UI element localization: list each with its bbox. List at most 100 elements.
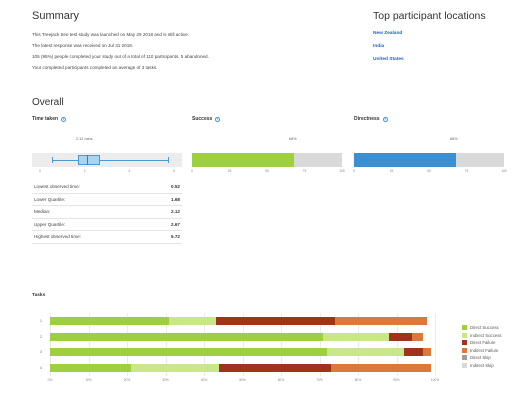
time-axis-tick: 2 xyxy=(83,169,86,173)
success-axis-tick: 0 xyxy=(191,169,193,173)
time-stat-label: Upper Quartile: xyxy=(34,221,66,227)
legend-item: Direct Failure xyxy=(462,339,502,347)
time-stat-label: Lower Quartile: xyxy=(34,196,66,202)
task-bar[interactable] xyxy=(50,348,435,357)
task-bar-segment-direct-success xyxy=(50,364,131,373)
tasks-axis-tick: 100% xyxy=(430,378,440,382)
directness-bar xyxy=(354,153,504,167)
location-link-india[interactable]: India xyxy=(373,44,385,49)
task-bar-segment-indirect-failure xyxy=(331,364,432,373)
task-bar[interactable] xyxy=(50,316,435,325)
directness-title: Directness xyxy=(354,116,380,122)
location-link-new-zealand[interactable]: New Zealand xyxy=(373,31,403,36)
time-taken-label: Time taken i xyxy=(32,116,67,122)
success-pct-label: 68% xyxy=(289,137,297,141)
boxplot-whisker-max xyxy=(167,157,169,163)
summary-line-latest: The latest response was received on Jul … xyxy=(32,43,134,48)
success-label: Success i xyxy=(192,116,221,122)
time-stat-row: Upper Quartile: 2.67 xyxy=(32,219,182,231)
legend-swatch xyxy=(462,325,467,331)
task-bar[interactable] xyxy=(50,332,435,341)
success-bar xyxy=(192,153,342,167)
summary-line-average: Your completed participants completed an… xyxy=(32,65,158,70)
tasks-gridline xyxy=(165,313,166,376)
tasks-gridline xyxy=(88,313,89,376)
task-bar-segment-indirect-success xyxy=(130,364,220,373)
time-stat-value: 0.52 xyxy=(171,184,180,190)
tasks-gridline xyxy=(281,313,282,376)
info-icon[interactable]: i xyxy=(215,116,221,122)
task-bar-segment-direct-success xyxy=(50,332,324,341)
legend-label: Indirect Failure xyxy=(470,347,499,353)
legend-swatch xyxy=(462,332,467,338)
tasks-axis-tick: 0% xyxy=(47,378,53,382)
tasks-chart: 1 2 3 4 xyxy=(40,313,436,376)
tasks-gridline xyxy=(319,313,320,376)
tasks-axis-tick: 90% xyxy=(393,378,400,382)
task-bar-segment-indirect-success xyxy=(323,332,389,341)
time-axis-tick: 4 xyxy=(128,169,131,173)
info-icon[interactable]: i xyxy=(61,116,67,122)
legend-label: Direct Success xyxy=(470,325,499,331)
info-icon[interactable]: i xyxy=(382,116,388,122)
directness-axis-tick: 25 xyxy=(389,169,394,173)
task-row-label: 3 xyxy=(40,350,42,355)
time-stat-row: Median: 2.12 xyxy=(32,206,182,219)
time-stat-value: 2.12 xyxy=(171,209,180,215)
time-stat-value: 2.67 xyxy=(171,221,180,227)
task-bar-segment-direct-success xyxy=(50,348,328,357)
task-bar-segment-indirect-failure xyxy=(423,348,432,357)
directness-bar-fill xyxy=(354,153,456,167)
directness-label: Directness i xyxy=(354,116,388,122)
directness-axis: 0 25 50 75 100 xyxy=(353,169,507,175)
task-bar-segment-direct-success xyxy=(50,316,170,325)
success-axis-tick: 50 xyxy=(265,169,269,173)
time-stat-label: Median: xyxy=(34,209,51,215)
tasks-axis-tick: 30% xyxy=(162,378,169,382)
time-axis-tick: 0 xyxy=(39,169,41,173)
legend-item: Direct Success xyxy=(462,324,502,332)
tasks-gridline xyxy=(204,313,205,376)
legend-label: Direct Failure xyxy=(470,340,496,346)
time-boxplot xyxy=(32,153,182,167)
task-bar-segment-direct-failure xyxy=(388,332,412,341)
tasks-axis-tick: 20% xyxy=(123,378,131,382)
legend-label: Direct Skip xyxy=(470,355,491,361)
success-axis-tick: 100 xyxy=(339,169,345,173)
task-bar-segment-direct-failure xyxy=(215,316,335,325)
tasks-axis-tick: 50% xyxy=(239,378,246,382)
summary-heading: Summary xyxy=(32,10,80,22)
legend-item: Direct Skip xyxy=(462,354,502,362)
location-link-united-states[interactable]: United States xyxy=(373,57,404,62)
task-bar[interactable] xyxy=(50,364,435,373)
tasks-gridline xyxy=(435,313,436,376)
boxplot-whisker xyxy=(51,159,168,161)
legend-swatch xyxy=(462,340,467,346)
success-bar-fill xyxy=(192,153,294,167)
task-bar-segment-indirect-failure xyxy=(334,316,428,325)
task-bar-segment-indirect-success xyxy=(169,316,216,325)
tasks-axis-tick: 70% xyxy=(316,378,323,382)
tasks-gridline xyxy=(358,313,359,376)
overall-heading: Overall xyxy=(32,97,64,108)
legend-swatch xyxy=(462,362,467,368)
boxplot-whisker-min xyxy=(51,157,53,163)
success-axis-tick: 75 xyxy=(302,169,307,173)
tasks-axis: 0% 10% 20% 30% 40% 50% 60% 70% 80% 90% 100% xyxy=(47,378,440,384)
time-stat-label: Lowest observed time: xyxy=(34,184,80,190)
task-row-label: 1 xyxy=(40,318,42,323)
boxplot-median xyxy=(87,155,89,165)
tasks-gridline xyxy=(396,313,397,376)
tasks-axis-tick: 80% xyxy=(354,378,362,382)
success-axis-tick: 25 xyxy=(227,169,232,173)
locations-heading: Top participant locations xyxy=(373,10,486,22)
time-median-label: 2.12 mins xyxy=(76,137,93,141)
legend-swatch xyxy=(462,355,467,361)
success-axis: 0 25 50 75 100 xyxy=(191,169,345,175)
task-row-label: 2 xyxy=(40,334,42,339)
legend-item: Indirect Success xyxy=(462,332,502,340)
task-bar-segment-indirect-success xyxy=(327,348,405,357)
tasks-axis-tick: 40% xyxy=(200,378,208,382)
tasks-axis-tick: 10% xyxy=(85,378,92,382)
legend-label: Indirect Success xyxy=(470,332,502,338)
